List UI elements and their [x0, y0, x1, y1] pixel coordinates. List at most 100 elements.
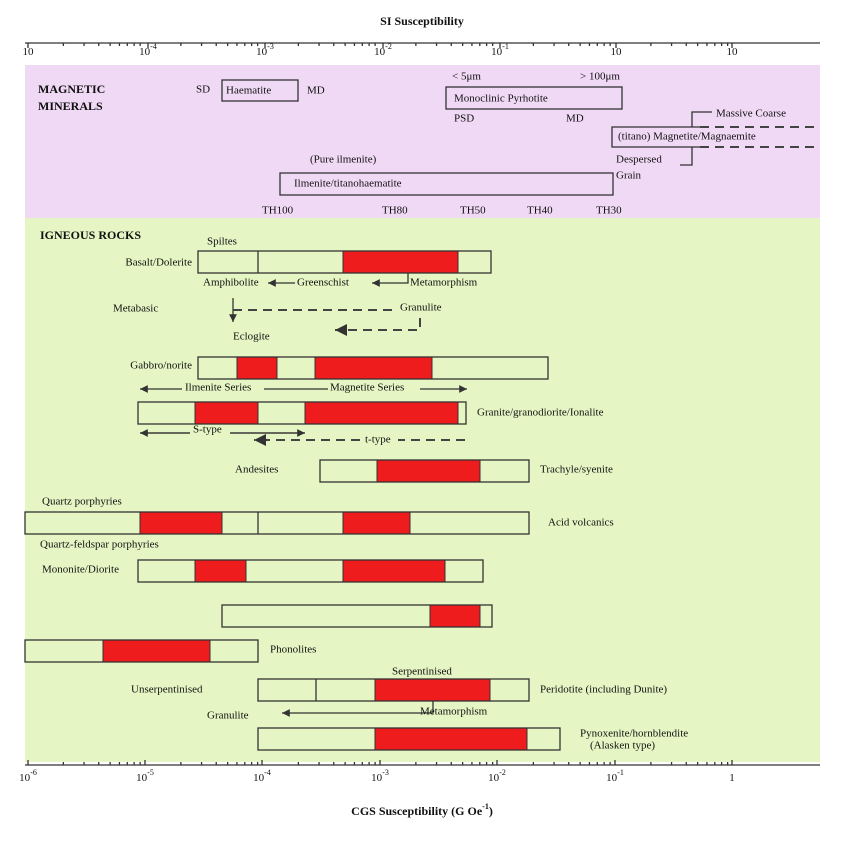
box — [611, 126, 700, 148]
label: Massive Coarse — [716, 108, 786, 120]
label: Unserpentinised — [131, 684, 203, 696]
tick-base: 10 — [491, 46, 503, 58]
box — [257, 727, 561, 751]
tick-exp: -1 — [617, 768, 624, 777]
box — [197, 356, 549, 380]
tick-label: 10 — [23, 46, 35, 58]
bg — [190, 425, 230, 437]
label: Pynoxenite/hornblendite — [580, 728, 688, 740]
label: MINERALS — [38, 99, 103, 113]
label: Spiltes — [207, 236, 237, 248]
box — [279, 172, 614, 196]
label: Ilmenite Series — [185, 382, 251, 394]
label: Quartz porphyries — [42, 496, 122, 508]
tick-label: 10-4 — [253, 768, 271, 784]
label: Basalt/Dolerite — [125, 257, 192, 269]
tick-base: 10 — [253, 772, 265, 784]
tick-exp: -5 — [147, 768, 154, 777]
range — [429, 604, 481, 628]
tick-base: 10 — [371, 772, 383, 784]
range — [194, 559, 247, 583]
tick-label: 10-1 — [491, 42, 509, 58]
tick-exp: -4 — [264, 768, 271, 777]
label: (titano) Magnetite/Magnaemite — [618, 131, 756, 143]
tick-label: 10 — [611, 46, 623, 58]
label: Metamorphism — [410, 277, 478, 289]
label: Ilmenite/titanohaematite — [294, 178, 402, 190]
box — [24, 639, 259, 663]
range — [194, 401, 259, 425]
tick-exp: -4 — [150, 42, 157, 51]
label: Trachyle/syenite — [540, 464, 613, 476]
range — [376, 459, 481, 483]
label: Granulite — [207, 710, 249, 722]
label: Despersed — [616, 154, 662, 166]
igneous-rocks: IGNEOUS ROCKS Spiltes Basalt/Dolerite Am… — [24, 228, 688, 752]
tick-exp: -1 — [502, 42, 509, 51]
label: Andesites — [235, 464, 278, 476]
label: SD — [196, 84, 210, 96]
label: Gabbro/norite — [130, 360, 192, 372]
tick-base: 10 — [611, 46, 623, 58]
label: MAGNETIC — [38, 82, 105, 96]
box — [445, 86, 623, 110]
tick-base: 10 — [606, 772, 618, 784]
bottom-axis-title: CGS Susceptibility (G Oe-1) — [351, 802, 493, 818]
label: Haematite — [226, 85, 271, 97]
box — [319, 459, 530, 483]
range — [342, 250, 459, 274]
label: Eclogite — [233, 331, 270, 343]
label: IGNEOUS ROCKS — [40, 228, 141, 242]
range — [374, 727, 528, 751]
label: TH50 — [460, 205, 486, 217]
tick-exp: -3 — [382, 768, 389, 777]
label: t-type — [365, 434, 391, 446]
tick-exp: -2 — [499, 768, 506, 777]
bracket — [691, 111, 712, 127]
bg — [328, 381, 420, 395]
tick-label: 10-4 — [139, 42, 157, 58]
tick-exp: -6 — [30, 768, 37, 777]
label: Metabasic — [113, 303, 158, 315]
box — [197, 250, 492, 274]
range — [139, 511, 223, 535]
range — [236, 356, 278, 380]
tick-label: 10-2 — [374, 42, 392, 58]
bracket — [680, 147, 693, 166]
label: Grain — [616, 170, 642, 182]
range — [342, 511, 411, 535]
tick-exp: -3 — [267, 42, 274, 51]
arrow — [372, 273, 409, 287]
bg — [182, 381, 264, 395]
box — [221, 604, 493, 628]
label: (Pure ilmenite) — [310, 154, 377, 166]
tick-base: 10 — [23, 46, 35, 58]
box — [221, 79, 299, 102]
tick-label: 10-3 — [371, 768, 389, 784]
tick-base: 1 — [729, 772, 735, 784]
tick-label: 10-6 — [19, 768, 37, 784]
tick-label: 10-5 — [136, 768, 154, 784]
arrow — [282, 701, 434, 717]
range — [102, 639, 211, 663]
label: TH40 — [527, 205, 553, 217]
label: Mononite/Diorite — [42, 564, 119, 576]
label: Quartz-feldspar porphyries — [40, 539, 159, 551]
label: Magnetite Series — [330, 382, 404, 394]
label: Acid volcanics — [548, 517, 614, 529]
box — [24, 511, 530, 535]
label: Greenschist — [297, 277, 349, 289]
igneous-band — [25, 218, 820, 762]
tick-base: 10 — [488, 772, 500, 784]
tick-base: 10 — [139, 46, 151, 58]
range — [374, 678, 491, 702]
range — [304, 401, 459, 425]
label: > 100μm — [580, 71, 620, 83]
tick-label: 10-3 — [256, 42, 274, 58]
tick-label: 10 — [727, 46, 739, 58]
label: Metamorphism — [420, 706, 488, 718]
range — [314, 356, 433, 380]
label: TH80 — [382, 205, 408, 217]
magnetic-band — [25, 65, 820, 218]
